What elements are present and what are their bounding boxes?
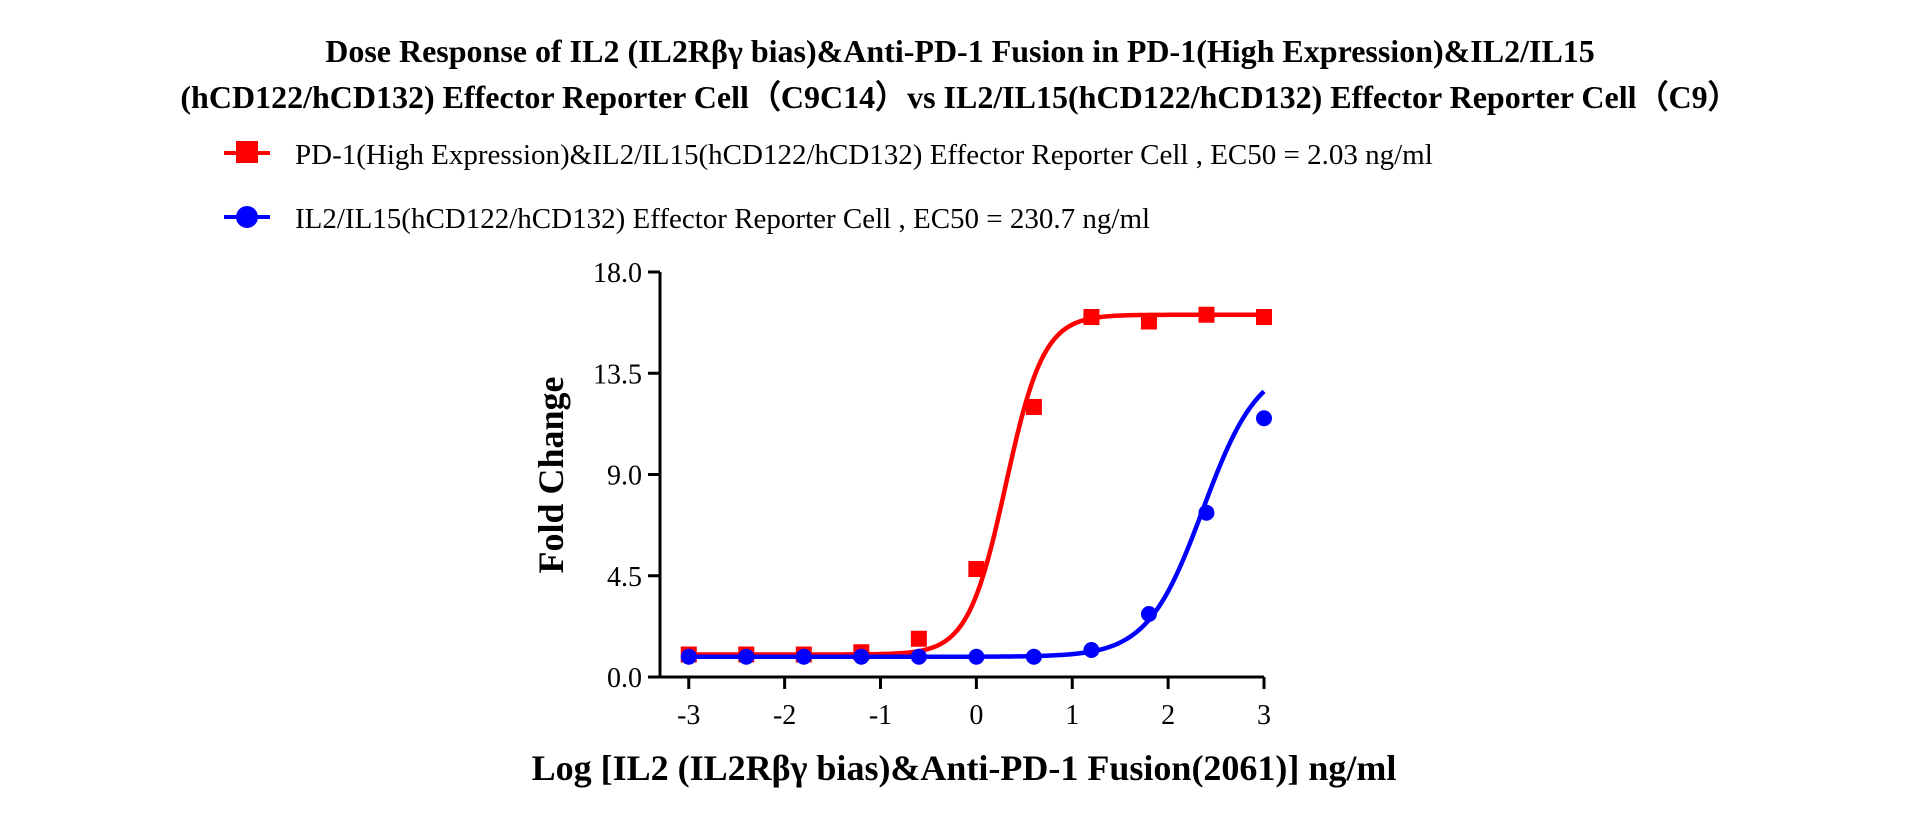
data-point-series-1 (1083, 309, 1100, 325)
data-point-series-2 (1198, 504, 1215, 521)
data-point-series-1 (1198, 306, 1215, 323)
y-tick-label: 9.0 (607, 461, 642, 492)
data-point-series-2 (738, 648, 755, 665)
data-point-series-2 (1083, 642, 1100, 658)
data-point-series-2 (795, 648, 812, 665)
y-tick-label: 4.5 (607, 562, 642, 593)
axes: 0.0 4.5 9.0 13.5 18.0 -3 -2 -1 0 1 2 3 (593, 258, 1271, 731)
legend-marker-series-2 (236, 206, 258, 228)
legend-marker-series-1 (236, 141, 258, 163)
legend-label-series-2: IL2/IL15(hCD122/hCD132) Effector Reporte… (295, 203, 1150, 235)
x-axis-title: Log [IL2 (IL2Rβγ bias)&Anti-PD-1 Fusion(… (532, 748, 1397, 788)
plot-area (680, 306, 1272, 665)
y-tick-label: 0.0 (607, 663, 642, 694)
data-point-series-2 (1140, 606, 1157, 622)
x-tick-label: 1 (1065, 700, 1079, 731)
data-point-series-2 (1256, 410, 1272, 427)
x-tick-label: 3 (1257, 700, 1271, 731)
data-point-series-2 (968, 648, 985, 665)
x-tick-label: 0 (969, 700, 983, 731)
legend-item-series-1: PD-1(High Expression)&IL2/IL15(hCD122/hC… (224, 139, 1433, 171)
data-point-series-1 (1256, 309, 1272, 325)
data-point-series-1 (1140, 313, 1157, 330)
data-point-series-2 (853, 648, 870, 665)
fit-curve-series-2 (688, 389, 1266, 659)
x-tick-label: -2 (773, 700, 796, 731)
chart-title-line-1: Dose Response of IL2 (IL2Rβγ bias)&Anti-… (325, 33, 1595, 69)
x-tick-label: -3 (677, 700, 700, 731)
x-tick-label: 2 (1161, 700, 1175, 731)
data-point-series-2 (1025, 648, 1042, 665)
legend-item-series-2: IL2/IL15(hCD122/hCD132) Effector Reporte… (224, 203, 1150, 235)
data-point-series-1 (1025, 399, 1042, 415)
y-axis-title: Fold Change (531, 376, 571, 573)
x-tick-label: -1 (869, 700, 892, 731)
data-point-series-2 (680, 648, 697, 665)
data-point-series-2 (910, 648, 927, 665)
legend: PD-1(High Expression)&IL2/IL15(hCD122/hC… (224, 139, 1433, 235)
legend-label-series-1: PD-1(High Expression)&IL2/IL15(hCD122/hC… (295, 139, 1433, 171)
fit-curve-series-1 (688, 312, 1264, 657)
y-tick-label: 13.5 (593, 359, 642, 390)
data-point-series-1 (910, 630, 927, 647)
y-tick-label: 18.0 (593, 258, 642, 289)
chart-title-line-2: (hCD122/hCD132) Effector Reporter Cell（C… (180, 79, 1740, 115)
data-point-series-1 (968, 561, 985, 577)
